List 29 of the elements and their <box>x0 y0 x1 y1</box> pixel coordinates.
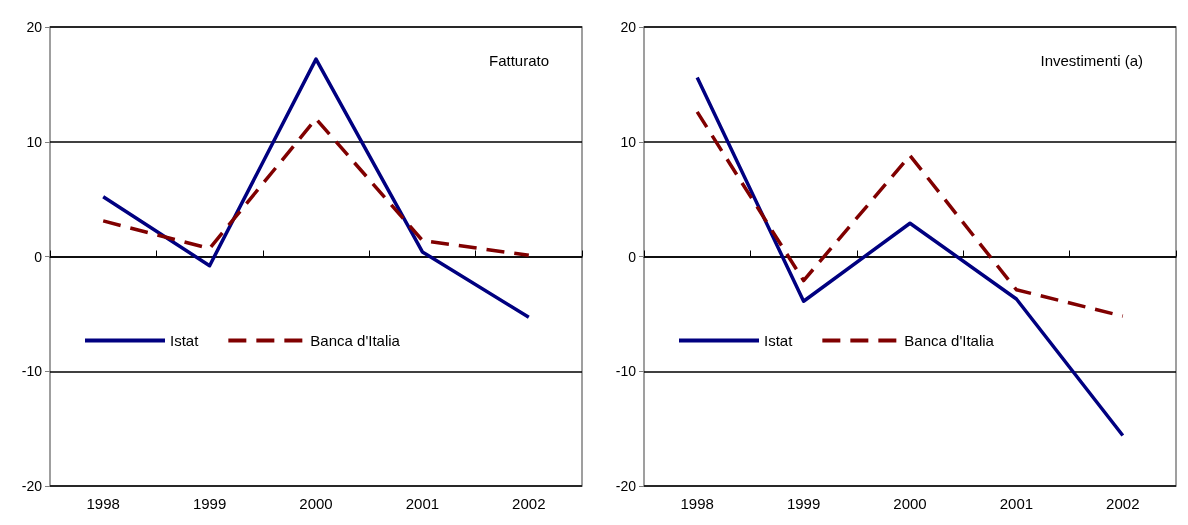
x-tick-label: 2002 <box>1106 495 1140 512</box>
x-tick-label: 1998 <box>86 495 120 512</box>
legend-label: Banca d'Italia <box>904 332 995 349</box>
x-tick-label: 1998 <box>680 495 714 512</box>
text: Fatturato <box>488 52 549 69</box>
text: Investimenti (a) <box>1040 52 1144 69</box>
x-tick-label: 1999 <box>786 495 821 512</box>
y-tick-label: -10 <box>21 363 43 380</box>
line-series <box>101 117 531 258</box>
y-tick-label: 10 <box>26 133 43 150</box>
x-tick-label: 1999 <box>192 495 227 512</box>
y-tick-label: 10 <box>620 133 637 150</box>
y-tick-label: -20 <box>21 478 43 494</box>
y-tick-label: 20 <box>620 19 637 35</box>
y-tick-label: 0 <box>628 248 637 265</box>
x-tick-label: 2000 <box>299 495 333 512</box>
y-tick-label: 0 <box>34 248 43 265</box>
x-tick-label: 2002 <box>512 495 546 512</box>
x-tick-label: 2001 <box>405 495 440 512</box>
y-tick-label: 20 <box>26 19 43 35</box>
legend-label: Banca d'Italia <box>310 332 401 349</box>
legend-label: Istat <box>170 332 200 349</box>
x-tick-label: 2000 <box>893 495 927 512</box>
x-tick-label: 2001 <box>999 495 1034 512</box>
y-tick-label: -20 <box>615 478 637 494</box>
line-series <box>695 110 1125 318</box>
line-series <box>695 75 1125 438</box>
legend-label: Istat <box>764 332 794 349</box>
y-tick-label: -10 <box>615 363 637 380</box>
